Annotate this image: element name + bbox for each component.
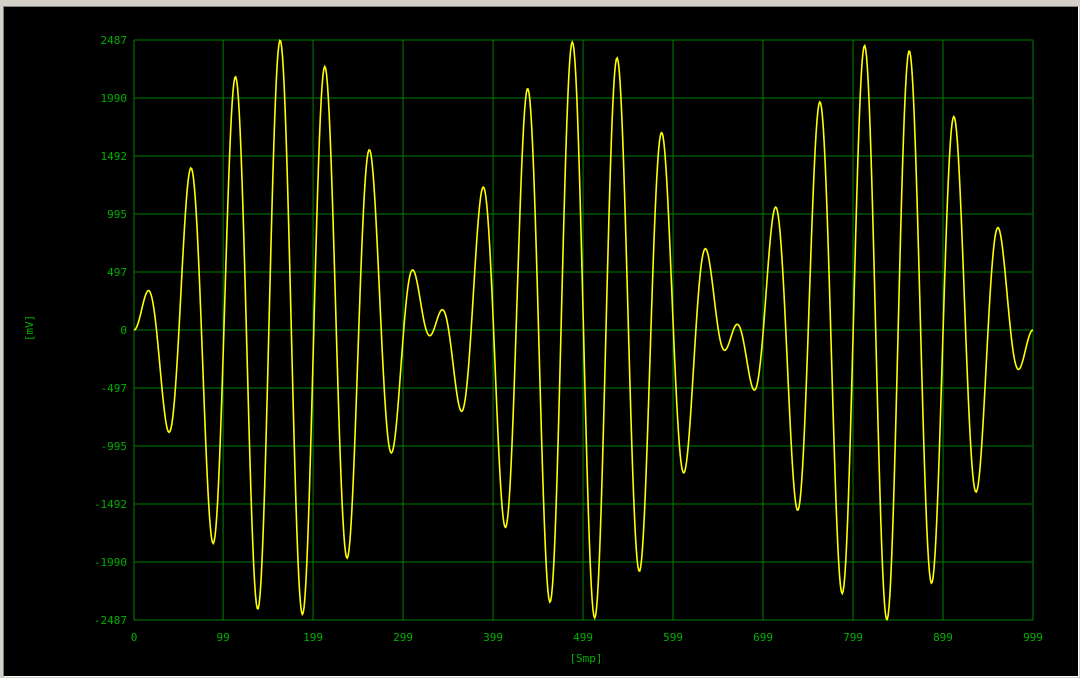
- y-tick-label: 2487: [101, 34, 128, 47]
- y-tick-label: -995: [101, 440, 128, 453]
- x-tick-label: 899: [933, 631, 953, 644]
- signal-plot: 2487199014929954970-497-995-1492-1990-24…: [23, 34, 1043, 665]
- y-tick-label: -497: [101, 382, 128, 395]
- signal-line: [133, 39, 1034, 621]
- y-tick-label: 1990: [101, 92, 128, 105]
- y-tick-label: -1990: [94, 556, 127, 569]
- y-tick-labels: 2487 1990 1492 995 497 0 -497 -995 -1492 -1990 -24…: [94, 34, 127, 627]
- x-tick-label: 399: [483, 631, 503, 644]
- x-tick-label: 799: [843, 631, 863, 644]
- y-tick-label: 0: [120, 324, 127, 337]
- grid-lines: [133, 39, 1034, 621]
- x-tick-label: 99: [216, 631, 229, 644]
- x-tick-label: 199: [303, 631, 323, 644]
- signal-trace: [133, 39, 1034, 621]
- x-tick-label: 0: [131, 631, 138, 644]
- y-tick-label: -2487: [94, 614, 127, 627]
- y-tick-label: 1492: [101, 150, 128, 163]
- x-tick-label: 699: [753, 631, 773, 644]
- y-tick-label: 995: [107, 208, 127, 221]
- x-tick-label: 299: [393, 631, 413, 644]
- x-tick-label: 499: [573, 631, 593, 644]
- y-axis-label: [mV]: [23, 315, 36, 342]
- x-tick-label: 599: [663, 631, 683, 644]
- x-tick-label: 999: [1023, 631, 1043, 644]
- x-axis-label: [Smp]: [569, 652, 602, 665]
- x-tick-labels: 0 99 199 299 399 499 599 699 799 899 999: [131, 631, 1043, 644]
- y-tick-label: 497: [107, 266, 127, 279]
- plot-screen: 2487 1990 1492 995 497 0 -497 -995 -1492 -1990 -24…: [3, 6, 1079, 677]
- y-tick-label: -1492: [94, 498, 127, 511]
